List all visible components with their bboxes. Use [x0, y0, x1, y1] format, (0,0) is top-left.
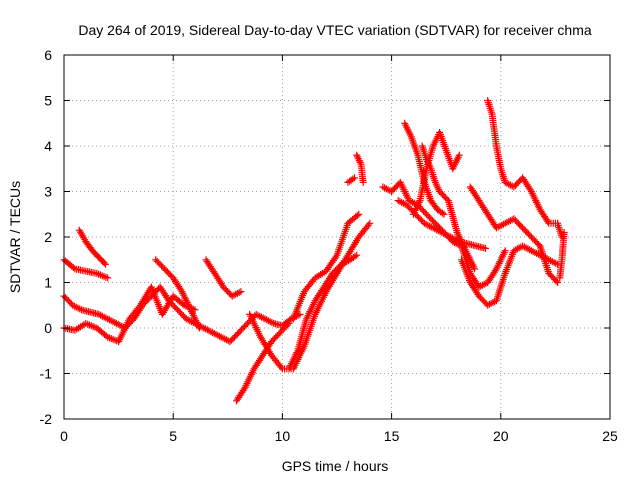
- y-tick-label: 2: [44, 229, 52, 245]
- y-axis: -2 -1 0 1 2 3 4 5 6: [40, 47, 610, 427]
- x-axis: 0 5 10 15 20 25: [60, 55, 618, 444]
- x-tick-label: 25: [602, 428, 618, 444]
- chart-title: Day 264 of 2019, Sidereal Day-to-day VTE…: [78, 22, 591, 38]
- y-tick-label: 0: [44, 320, 52, 336]
- x-tick-label: 10: [275, 428, 291, 444]
- y-tick-label: 1: [44, 275, 52, 291]
- x-tick-label: 15: [384, 428, 400, 444]
- y-tick-label: 4: [44, 138, 52, 154]
- data-points: [60, 97, 568, 405]
- x-tick-label: 5: [169, 428, 177, 444]
- x-axis-label: GPS time / hours: [282, 458, 389, 474]
- x-tick-label: 20: [493, 428, 509, 444]
- x-tick-label: 0: [60, 428, 68, 444]
- grid-lines: [64, 55, 610, 419]
- y-axis-label: SDTVAR / TECUs: [7, 181, 23, 293]
- sdtvar-markers: [60, 97, 568, 405]
- y-tick-label: 3: [44, 184, 52, 200]
- y-tick-label: -2: [40, 411, 53, 427]
- y-tick-label: -1: [40, 366, 53, 382]
- y-tick-label: 6: [44, 47, 52, 63]
- y-tick-label: 5: [44, 93, 52, 109]
